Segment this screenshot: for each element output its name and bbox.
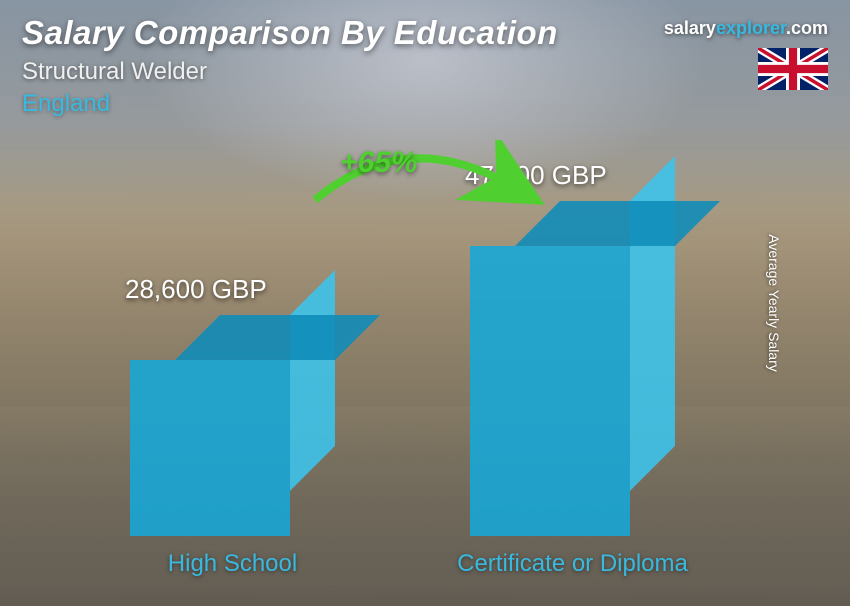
brand-logo: salaryexplorer.com — [664, 18, 828, 39]
uk-flag-icon — [758, 48, 828, 90]
bar-category-label: High School — [168, 550, 297, 578]
bar-front — [470, 246, 630, 536]
bar-value-label: 28,600 GBP — [125, 274, 267, 305]
page-subtitle: Structural Welder — [22, 58, 828, 86]
brand-tld: .com — [786, 18, 828, 38]
bar-front — [130, 360, 290, 536]
bar-top — [515, 201, 720, 246]
bar-top — [175, 315, 380, 360]
brand-prefix: salary — [664, 18, 716, 38]
page-location: England — [22, 90, 828, 118]
bar-1 — [470, 201, 675, 536]
increase-percentage: +65% — [340, 146, 418, 180]
brand-suffix: explorer — [716, 18, 786, 38]
bar-side — [290, 270, 335, 491]
bar-category-label: Certificate or Diploma — [457, 550, 688, 578]
bar-0 — [130, 315, 335, 536]
